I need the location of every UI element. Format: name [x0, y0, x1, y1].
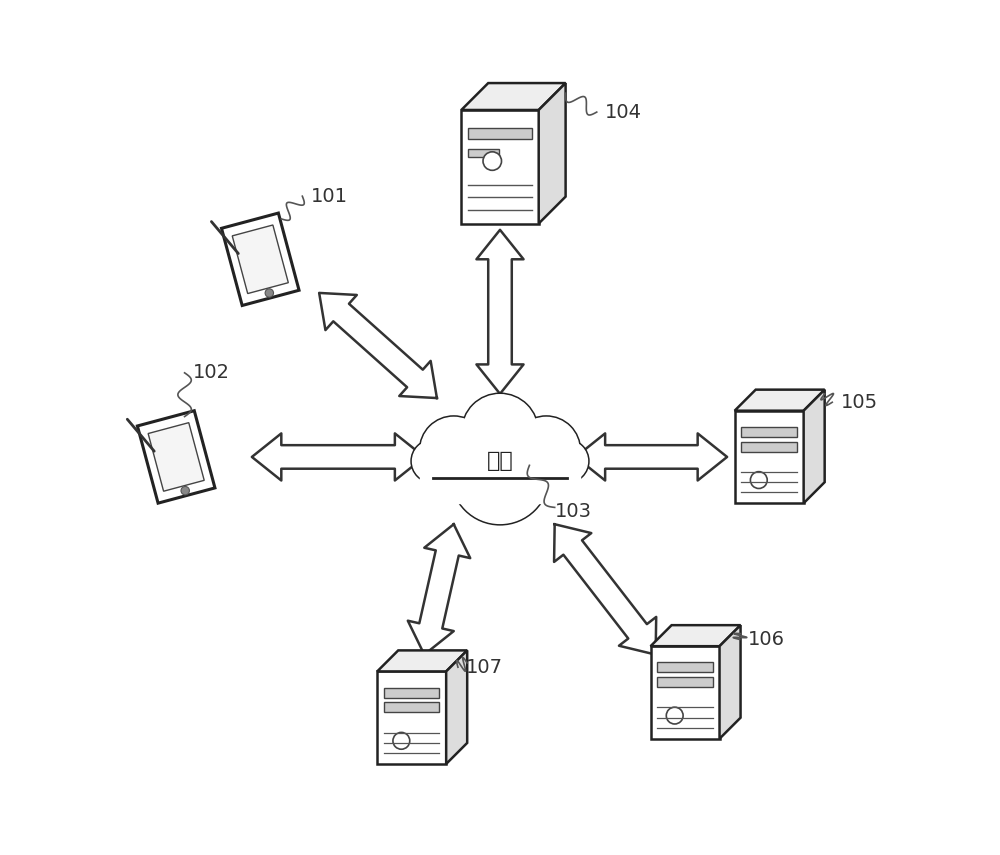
Circle shape: [546, 440, 588, 482]
FancyBboxPatch shape: [657, 663, 713, 672]
Circle shape: [412, 440, 454, 482]
Text: 106: 106: [748, 630, 785, 649]
Polygon shape: [554, 524, 656, 655]
Polygon shape: [461, 83, 566, 110]
Circle shape: [513, 417, 579, 483]
Circle shape: [513, 416, 580, 484]
Text: 网络: 网络: [487, 451, 513, 471]
Circle shape: [451, 427, 549, 524]
Polygon shape: [252, 433, 424, 481]
Polygon shape: [148, 422, 204, 492]
FancyBboxPatch shape: [468, 149, 499, 157]
Polygon shape: [408, 524, 470, 655]
Circle shape: [750, 472, 767, 488]
FancyBboxPatch shape: [741, 442, 797, 451]
Text: 104: 104: [605, 103, 642, 121]
Polygon shape: [804, 390, 825, 504]
Circle shape: [483, 152, 502, 170]
Circle shape: [181, 486, 189, 495]
Text: 103: 103: [555, 502, 592, 521]
Polygon shape: [651, 646, 720, 739]
FancyBboxPatch shape: [384, 687, 439, 698]
Polygon shape: [319, 293, 437, 398]
Polygon shape: [476, 230, 524, 394]
Circle shape: [421, 417, 487, 483]
Circle shape: [393, 733, 410, 749]
Text: 102: 102: [193, 363, 230, 382]
Polygon shape: [461, 110, 539, 223]
Text: 101: 101: [311, 186, 348, 206]
Circle shape: [413, 441, 453, 481]
Polygon shape: [446, 651, 467, 764]
Circle shape: [265, 289, 274, 298]
Text: 107: 107: [466, 657, 503, 676]
Polygon shape: [651, 625, 741, 646]
Circle shape: [547, 441, 587, 481]
Circle shape: [420, 416, 487, 484]
Polygon shape: [222, 213, 299, 305]
FancyBboxPatch shape: [468, 127, 532, 139]
Polygon shape: [232, 225, 288, 293]
Text: 105: 105: [841, 392, 878, 412]
Circle shape: [463, 395, 537, 469]
Circle shape: [452, 428, 548, 523]
Polygon shape: [377, 671, 446, 764]
Circle shape: [462, 394, 538, 469]
Polygon shape: [720, 625, 741, 739]
FancyBboxPatch shape: [741, 427, 797, 437]
Polygon shape: [576, 433, 727, 481]
Polygon shape: [377, 651, 467, 671]
FancyBboxPatch shape: [384, 702, 439, 712]
Polygon shape: [137, 410, 215, 503]
Polygon shape: [735, 410, 804, 504]
Circle shape: [666, 707, 683, 724]
Polygon shape: [539, 83, 566, 223]
Bar: [420, 469, 580, 504]
Polygon shape: [735, 390, 825, 410]
FancyBboxPatch shape: [657, 677, 713, 687]
